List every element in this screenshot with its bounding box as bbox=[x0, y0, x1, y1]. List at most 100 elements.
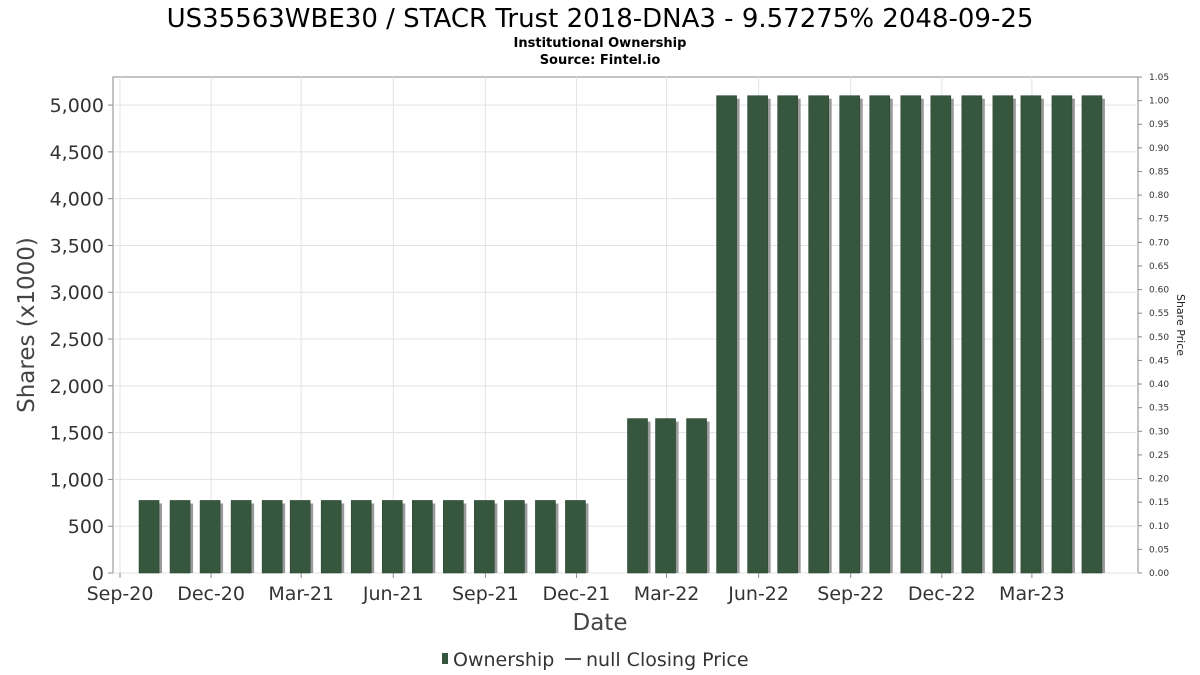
bar-body bbox=[747, 95, 768, 574]
ownership-bar bbox=[839, 95, 863, 574]
x-tick-label: Dec-22 bbox=[908, 583, 976, 605]
y-tick-label: 4,000 bbox=[50, 189, 104, 211]
bar-body bbox=[474, 500, 495, 574]
y-tick-label: 3,500 bbox=[50, 235, 104, 257]
y2-tick-label: 0.45 bbox=[1149, 356, 1169, 366]
y2-tick-label: 0.40 bbox=[1149, 380, 1169, 390]
chart-subtitle: Institutional Ownership bbox=[514, 36, 687, 51]
y-tick-label: 4,500 bbox=[50, 142, 104, 164]
x-tick-label: Jun-22 bbox=[727, 583, 789, 605]
x-tick-label: Mar-22 bbox=[634, 583, 700, 605]
x-tick-label: Sep-21 bbox=[452, 583, 519, 605]
chart-title: US35563WBE30 / STACR Trust 2018-DNA3 - 9… bbox=[167, 4, 1034, 34]
y-tick-label: 2,000 bbox=[50, 376, 104, 398]
y-tick-label: 1,500 bbox=[50, 423, 104, 445]
y2-tick-label: 0.80 bbox=[1149, 191, 1169, 201]
y2-tick-label: 0.10 bbox=[1149, 522, 1169, 532]
right-axis-ticks: 0.00 0.05 0.10 0.15 0.20 0.25 0.30 0.35 0.40 0.45… bbox=[1138, 73, 1169, 579]
left-axis-ticks: 0 500 1,000 1,500 2,000 2,500 3,000 3,500 4,000 4… bbox=[50, 95, 113, 585]
bar-body bbox=[381, 500, 403, 574]
ownership-bar bbox=[565, 500, 589, 574]
y2-tick-label: 0.00 bbox=[1149, 569, 1169, 579]
y2-tick-label: 0.55 bbox=[1149, 309, 1169, 319]
bar-body bbox=[535, 500, 556, 574]
bar-body bbox=[992, 95, 1014, 574]
bar-body bbox=[1020, 95, 1042, 574]
x-tick-label: Sep-22 bbox=[817, 583, 884, 605]
bar-body bbox=[169, 500, 191, 574]
x-tick-label: Sep-20 bbox=[87, 583, 154, 605]
bar-body bbox=[138, 500, 160, 574]
y2-tick-label: 0.35 bbox=[1149, 404, 1169, 414]
legend: Ownership null Closing Price bbox=[442, 649, 749, 671]
bar-body bbox=[443, 500, 464, 574]
bar-body bbox=[350, 500, 372, 574]
ownership-bar bbox=[443, 500, 467, 574]
legend-ownership-label: Ownership bbox=[453, 649, 554, 671]
y2-tick-label: 0.50 bbox=[1149, 333, 1169, 343]
legend-price-label: null Closing Price bbox=[586, 649, 749, 671]
y2-tick-label: 1.00 bbox=[1149, 97, 1169, 107]
bar-body bbox=[839, 95, 861, 574]
x-tick-label: Mar-23 bbox=[999, 583, 1065, 605]
x-tick-label: Jun-21 bbox=[362, 583, 424, 605]
ownership-bar bbox=[169, 500, 194, 574]
x-tick-label: Dec-21 bbox=[543, 583, 611, 605]
x-axis-ticks: Sep-20 Dec-20 Mar-21 Jun-21 Sep-21 Dec-21 Mar-… bbox=[87, 573, 1065, 605]
bar-body bbox=[1081, 95, 1103, 574]
y2-tick-label: 0.05 bbox=[1149, 545, 1169, 555]
ownership-bar bbox=[535, 500, 559, 574]
ownership-bar bbox=[747, 95, 771, 574]
y2-tick-label: 1.05 bbox=[1149, 73, 1169, 83]
bar-body bbox=[627, 418, 648, 574]
ownership-bar bbox=[900, 95, 924, 574]
y-tick-label: 0 bbox=[92, 563, 104, 585]
y2-tick-label: 0.15 bbox=[1149, 498, 1169, 508]
ownership-bar bbox=[808, 95, 832, 574]
y2-tick-label: 0.60 bbox=[1149, 286, 1169, 296]
bar-body bbox=[716, 95, 737, 574]
bar-body bbox=[900, 95, 922, 574]
ownership-bar bbox=[230, 500, 255, 574]
bar-body bbox=[289, 500, 311, 574]
bar-body bbox=[261, 500, 283, 574]
y2-tick-label: 0.20 bbox=[1149, 475, 1169, 485]
x-axis-label: Date bbox=[573, 610, 628, 636]
bar-body bbox=[1051, 95, 1073, 574]
ownership-bar bbox=[627, 418, 651, 574]
bar-body bbox=[808, 95, 829, 574]
legend-ownership-swatch bbox=[442, 653, 448, 664]
ownership-bar bbox=[686, 418, 710, 574]
ownership-bar bbox=[261, 500, 286, 574]
ownership-bar bbox=[655, 418, 679, 574]
y-tick-label: 1,000 bbox=[50, 469, 104, 491]
ownership-bar bbox=[930, 95, 954, 574]
y-tick-label: 5,000 bbox=[50, 95, 104, 117]
bar-body bbox=[961, 95, 983, 574]
ownership-bar bbox=[474, 500, 498, 574]
ownership-bar bbox=[1051, 95, 1075, 574]
y-tick-label: 500 bbox=[68, 516, 104, 538]
ownership-bar bbox=[869, 95, 893, 574]
bar-body bbox=[869, 95, 891, 574]
y-tick-label: 3,000 bbox=[50, 282, 104, 304]
y2-tick-label: 0.65 bbox=[1149, 262, 1169, 272]
ownership-bar bbox=[138, 500, 163, 574]
y2-axis-label: Share Price bbox=[1174, 294, 1187, 356]
chart-source: Source: Fintel.io bbox=[540, 53, 661, 68]
ownership-bar bbox=[381, 500, 406, 574]
bar-body bbox=[199, 500, 221, 574]
x-tick-label: Dec-20 bbox=[177, 583, 245, 605]
bar-body bbox=[686, 418, 707, 574]
y-tick-label: 2,500 bbox=[50, 329, 104, 351]
x-tick-label: Mar-21 bbox=[268, 583, 334, 605]
ownership-bar bbox=[412, 500, 436, 574]
ownership-bar bbox=[1081, 95, 1105, 574]
bar-body bbox=[655, 418, 676, 574]
y2-tick-label: 0.70 bbox=[1149, 238, 1169, 248]
ownership-bar bbox=[199, 500, 224, 574]
ownership-bar bbox=[350, 500, 375, 574]
ownership-bar bbox=[289, 500, 314, 574]
bar-body bbox=[565, 500, 586, 574]
